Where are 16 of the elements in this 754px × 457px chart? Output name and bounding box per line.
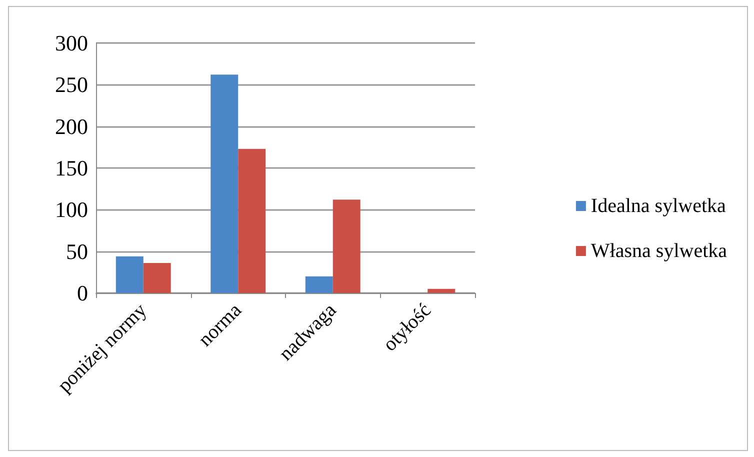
y-tick-label: 0: [77, 280, 88, 306]
y-tick-label: 300: [55, 30, 88, 56]
y-tick-label: 100: [55, 197, 88, 222]
bar: [428, 288, 456, 293]
y-tick-label: 200: [55, 114, 88, 139]
bar: [143, 263, 171, 293]
y-tick-label: 50: [66, 238, 88, 264]
bar: [332, 200, 360, 293]
legend-label: Idealna sylwetka: [590, 195, 726, 217]
legend-label: Własna sylwetka: [590, 240, 728, 262]
y-tick-label: 250: [55, 72, 88, 98]
bar: [116, 256, 144, 293]
bar: [305, 276, 333, 293]
y-tick-label: 150: [55, 156, 88, 180]
bar: [238, 148, 266, 293]
bar: [210, 74, 238, 293]
